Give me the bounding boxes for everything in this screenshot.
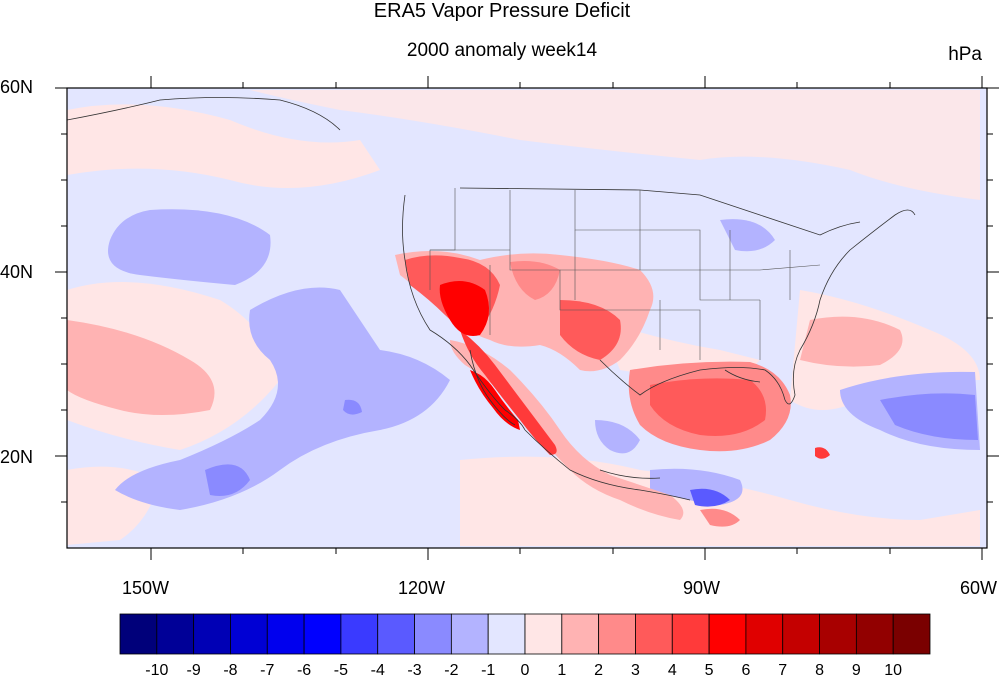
colorbar-label: -4 [371, 662, 385, 679]
colorbar-label: -6 [297, 662, 311, 679]
colorbar-label: 4 [668, 662, 677, 679]
coastlines [66, 97, 916, 501]
colorbar-label: -3 [407, 662, 421, 679]
colorbar-label: 2 [594, 662, 603, 679]
colorbar-swatch [819, 613, 857, 655]
colorbar-swatch [119, 613, 158, 655]
lat-label-20n: 20N [0, 447, 34, 467]
colorbar: -10 -9 -8 -7 -6 -5 -4 -3 -2 -1 0 1 2 3 4 5 6 7 8 9 10 [119, 613, 931, 679]
colorbar-label: 0 [521, 662, 530, 679]
colorbar-swatch [156, 613, 195, 655]
colorbar-swatch [230, 613, 268, 655]
colorbar-label: 8 [815, 662, 824, 679]
axis-ticks [55, 76, 999, 560]
colorbar-swatch [340, 613, 379, 655]
colorbar-swatch [892, 613, 931, 655]
anomaly-field [67, 90, 980, 546]
colorbar-label: 9 [852, 662, 861, 679]
colorbar-swatch [635, 613, 673, 655]
colorbar-swatch [303, 613, 342, 655]
map-subtitle: 2000 anomaly week14 [406, 40, 598, 61]
colorbar-swatch [745, 613, 784, 655]
colorbar-label: -8 [223, 662, 237, 679]
lat-label-40n: 40N [0, 262, 34, 282]
colorbar-label: 5 [705, 662, 714, 679]
colorbar-label: -10 [145, 662, 168, 679]
colorbar-swatch [671, 613, 710, 655]
colorbar-label: 1 [557, 662, 566, 679]
colorbar-label: 10 [884, 662, 902, 679]
colorbar-label: -2 [444, 662, 458, 679]
lon-label-150w: 150W [122, 578, 170, 598]
colorbar-swatch [561, 613, 600, 655]
lon-label-120w: 120W [398, 578, 446, 598]
colorbar-swatch [708, 613, 747, 655]
colorbar-label: 7 [778, 662, 787, 679]
colorbar-swatch [782, 613, 820, 655]
colorbar-label: 6 [741, 662, 750, 679]
colorbar-swatch [450, 613, 489, 655]
colorbar-label: -7 [260, 662, 274, 679]
colorbar-label: -5 [334, 662, 348, 679]
colorbar-swatch [524, 613, 563, 655]
state-borders [429, 188, 821, 360]
colorbar-label: -1 [481, 662, 495, 679]
lon-label-60w: 60W [960, 578, 998, 598]
colorbar-swatch [414, 613, 452, 655]
colorbar-swatch [193, 613, 231, 655]
colorbar-swatch [266, 613, 305, 655]
units-label: hPa [948, 44, 982, 65]
colorbar-label: -9 [187, 662, 201, 679]
colorbar-label: 3 [631, 662, 640, 679]
colorbar-swatch [377, 613, 415, 655]
colorbar-swatch [487, 613, 526, 655]
map-title: ERA5 Vapor Pressure Deficit [373, 0, 631, 22]
lat-label-60n: 60N [0, 77, 34, 97]
colorbar-swatch [855, 613, 894, 655]
lon-label-90w: 90W [683, 578, 721, 598]
colorbar-swatch [598, 613, 636, 655]
